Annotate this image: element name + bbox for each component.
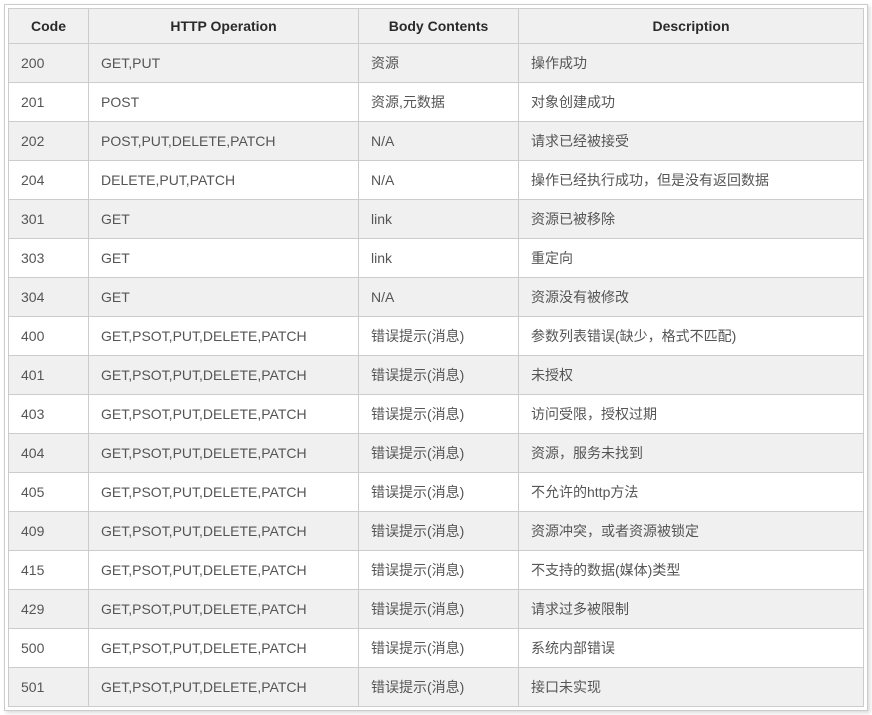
- table-row: 301GETlink资源已被移除: [9, 200, 864, 239]
- cell-op: GET,PSOT,PUT,DELETE,PATCH: [89, 629, 359, 668]
- cell-code: 400: [9, 317, 89, 356]
- cell-code: 403: [9, 395, 89, 434]
- cell-op: GET,PSOT,PUT,DELETE,PATCH: [89, 512, 359, 551]
- cell-code: 301: [9, 200, 89, 239]
- table-row: 409GET,PSOT,PUT,DELETE,PATCH错误提示(消息)资源冲突…: [9, 512, 864, 551]
- cell-desc: 不支持的数据(媒体)类型: [519, 551, 864, 590]
- cell-desc: 不允许的http方法: [519, 473, 864, 512]
- cell-body: 错误提示(消息): [359, 395, 519, 434]
- table-row: 404GET,PSOT,PUT,DELETE,PATCH错误提示(消息)资源，服…: [9, 434, 864, 473]
- cell-op: GET,PSOT,PUT,DELETE,PATCH: [89, 473, 359, 512]
- cell-desc: 资源冲突，或者资源被锁定: [519, 512, 864, 551]
- cell-code: 405: [9, 473, 89, 512]
- cell-code: 201: [9, 83, 89, 122]
- cell-code: 409: [9, 512, 89, 551]
- cell-body: 错误提示(消息): [359, 317, 519, 356]
- table-row: 201POST资源,元数据对象创建成功: [9, 83, 864, 122]
- cell-body: 错误提示(消息): [359, 434, 519, 473]
- table-row: 200GET,PUT资源操作成功: [9, 44, 864, 83]
- cell-op: GET,PSOT,PUT,DELETE,PATCH: [89, 317, 359, 356]
- col-header-operation: HTTP Operation: [89, 9, 359, 44]
- cell-op: GET,PSOT,PUT,DELETE,PATCH: [89, 590, 359, 629]
- col-header-code: Code: [9, 9, 89, 44]
- table-row: 304GETN/A资源没有被修改: [9, 278, 864, 317]
- cell-code: 303: [9, 239, 89, 278]
- cell-body: 错误提示(消息): [359, 551, 519, 590]
- cell-desc: 资源已被移除: [519, 200, 864, 239]
- cell-body: N/A: [359, 278, 519, 317]
- cell-op: GET,PSOT,PUT,DELETE,PATCH: [89, 395, 359, 434]
- cell-op: GET: [89, 278, 359, 317]
- cell-code: 429: [9, 590, 89, 629]
- cell-body: 错误提示(消息): [359, 668, 519, 707]
- cell-desc: 操作已经执行成功，但是没有返回数据: [519, 161, 864, 200]
- cell-code: 501: [9, 668, 89, 707]
- cell-code: 500: [9, 629, 89, 668]
- cell-code: 204: [9, 161, 89, 200]
- table-row: 500GET,PSOT,PUT,DELETE,PATCH错误提示(消息)系统内部…: [9, 629, 864, 668]
- table-row: 501GET,PSOT,PUT,DELETE,PATCH错误提示(消息)接口未实…: [9, 668, 864, 707]
- cell-code: 415: [9, 551, 89, 590]
- cell-op: GET,PSOT,PUT,DELETE,PATCH: [89, 551, 359, 590]
- table-row: 400GET,PSOT,PUT,DELETE,PATCH错误提示(消息)参数列表…: [9, 317, 864, 356]
- table-body: 200GET,PUT资源操作成功201POST资源,元数据对象创建成功202PO…: [9, 44, 864, 707]
- cell-desc: 重定向: [519, 239, 864, 278]
- cell-code: 401: [9, 356, 89, 395]
- cell-body: N/A: [359, 122, 519, 161]
- cell-body: 错误提示(消息): [359, 512, 519, 551]
- table-header: Code HTTP Operation Body Contents Descri…: [9, 9, 864, 44]
- cell-body: 错误提示(消息): [359, 473, 519, 512]
- http-status-table-wrapper: Code HTTP Operation Body Contents Descri…: [4, 4, 868, 711]
- table-row: 401GET,PSOT,PUT,DELETE,PATCH错误提示(消息)未授权: [9, 356, 864, 395]
- cell-body: 错误提示(消息): [359, 356, 519, 395]
- table-row: 303GETlink重定向: [9, 239, 864, 278]
- cell-op: DELETE,PUT,PATCH: [89, 161, 359, 200]
- table-row: 415GET,PSOT,PUT,DELETE,PATCH错误提示(消息)不支持的…: [9, 551, 864, 590]
- cell-code: 404: [9, 434, 89, 473]
- table-row: 403GET,PSOT,PUT,DELETE,PATCH错误提示(消息)访问受限…: [9, 395, 864, 434]
- cell-op: GET,PSOT,PUT,DELETE,PATCH: [89, 668, 359, 707]
- cell-desc: 参数列表错误(缺少，格式不匹配): [519, 317, 864, 356]
- cell-body: link: [359, 200, 519, 239]
- cell-op: GET,PUT: [89, 44, 359, 83]
- cell-op: GET: [89, 200, 359, 239]
- cell-body: 错误提示(消息): [359, 629, 519, 668]
- cell-desc: 对象创建成功: [519, 83, 864, 122]
- http-status-table: Code HTTP Operation Body Contents Descri…: [8, 8, 864, 707]
- cell-body: N/A: [359, 161, 519, 200]
- cell-desc: 访问受限，授权过期: [519, 395, 864, 434]
- col-header-body: Body Contents: [359, 9, 519, 44]
- cell-desc: 请求已经被接受: [519, 122, 864, 161]
- cell-op: GET,PSOT,PUT,DELETE,PATCH: [89, 356, 359, 395]
- cell-desc: 资源没有被修改: [519, 278, 864, 317]
- cell-code: 202: [9, 122, 89, 161]
- cell-desc: 未授权: [519, 356, 864, 395]
- col-header-description: Description: [519, 9, 864, 44]
- cell-op: GET: [89, 239, 359, 278]
- cell-desc: 系统内部错误: [519, 629, 864, 668]
- cell-desc: 请求过多被限制: [519, 590, 864, 629]
- cell-desc: 资源，服务未找到: [519, 434, 864, 473]
- cell-op: POST,PUT,DELETE,PATCH: [89, 122, 359, 161]
- cell-op: POST: [89, 83, 359, 122]
- cell-code: 304: [9, 278, 89, 317]
- cell-body: 资源: [359, 44, 519, 83]
- table-row: 429GET,PSOT,PUT,DELETE,PATCH错误提示(消息)请求过多…: [9, 590, 864, 629]
- table-row: 204DELETE,PUT,PATCHN/A操作已经执行成功，但是没有返回数据: [9, 161, 864, 200]
- cell-body: link: [359, 239, 519, 278]
- cell-body: 错误提示(消息): [359, 590, 519, 629]
- table-row: 202POST,PUT,DELETE,PATCHN/A请求已经被接受: [9, 122, 864, 161]
- cell-code: 200: [9, 44, 89, 83]
- cell-desc: 接口未实现: [519, 668, 864, 707]
- cell-op: GET,PSOT,PUT,DELETE,PATCH: [89, 434, 359, 473]
- table-row: 405GET,PSOT,PUT,DELETE,PATCH错误提示(消息)不允许的…: [9, 473, 864, 512]
- cell-body: 资源,元数据: [359, 83, 519, 122]
- cell-desc: 操作成功: [519, 44, 864, 83]
